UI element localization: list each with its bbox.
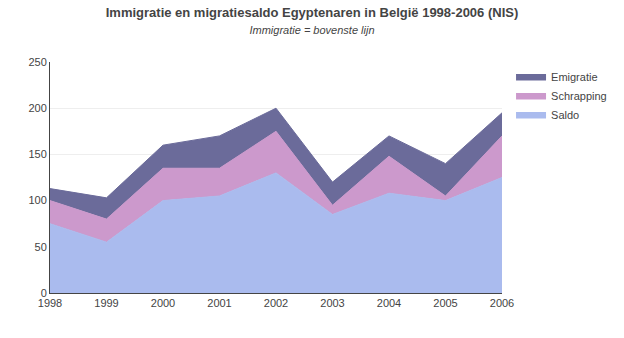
svg-text:150: 150	[28, 148, 46, 160]
svg-text:200: 200	[28, 102, 46, 114]
svg-text:0: 0	[41, 287, 47, 299]
svg-text:100: 100	[28, 194, 46, 206]
svg-text:50: 50	[35, 241, 47, 253]
svg-text:2002: 2002	[264, 297, 288, 309]
svg-text:1999: 1999	[94, 297, 118, 309]
svg-text:Emigratie: Emigratie	[551, 71, 597, 83]
svg-text:Immigratie en migratiesaldo Eg: Immigratie en migratiesaldo Egyptenaren …	[106, 5, 519, 36]
svg-text:1998: 1998	[38, 297, 62, 309]
svg-text:2004: 2004	[377, 297, 401, 309]
svg-text:Saldo: Saldo	[551, 109, 579, 121]
svg-text:Schrapping: Schrapping	[551, 90, 607, 102]
svg-text:250: 250	[28, 56, 46, 68]
svg-text:2003: 2003	[320, 297, 344, 309]
svg-text:2006: 2006	[490, 297, 514, 309]
svg-text:2000: 2000	[151, 297, 175, 309]
svg-text:2001: 2001	[207, 297, 231, 309]
svg-text:2005: 2005	[433, 297, 457, 309]
